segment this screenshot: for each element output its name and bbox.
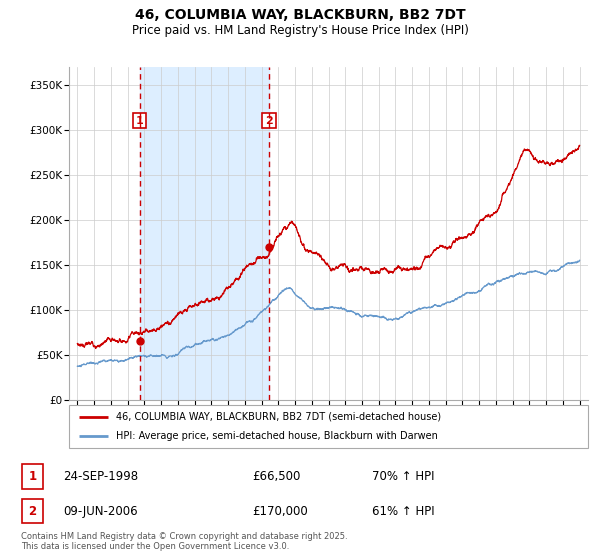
Text: £66,500: £66,500 bbox=[252, 470, 301, 483]
FancyBboxPatch shape bbox=[22, 464, 43, 489]
Text: 1: 1 bbox=[136, 115, 143, 125]
FancyBboxPatch shape bbox=[69, 405, 588, 448]
Text: 2: 2 bbox=[28, 505, 37, 518]
FancyBboxPatch shape bbox=[22, 499, 43, 524]
Text: 61% ↑ HPI: 61% ↑ HPI bbox=[372, 505, 434, 518]
Text: £170,000: £170,000 bbox=[252, 505, 308, 518]
Text: 09-JUN-2006: 09-JUN-2006 bbox=[63, 505, 137, 518]
Text: 1: 1 bbox=[28, 470, 37, 483]
Text: Contains HM Land Registry data © Crown copyright and database right 2025.
This d: Contains HM Land Registry data © Crown c… bbox=[21, 532, 347, 552]
Text: HPI: Average price, semi-detached house, Blackburn with Darwen: HPI: Average price, semi-detached house,… bbox=[116, 431, 437, 441]
Text: 2: 2 bbox=[265, 115, 273, 125]
Text: 46, COLUMBIA WAY, BLACKBURN, BB2 7DT (semi-detached house): 46, COLUMBIA WAY, BLACKBURN, BB2 7DT (se… bbox=[116, 412, 441, 422]
Text: 24-SEP-1998: 24-SEP-1998 bbox=[63, 470, 138, 483]
Text: 70% ↑ HPI: 70% ↑ HPI bbox=[372, 470, 434, 483]
Bar bbox=[140, 67, 269, 400]
Text: Price paid vs. HM Land Registry's House Price Index (HPI): Price paid vs. HM Land Registry's House … bbox=[131, 24, 469, 36]
Text: 46, COLUMBIA WAY, BLACKBURN, BB2 7DT: 46, COLUMBIA WAY, BLACKBURN, BB2 7DT bbox=[134, 8, 466, 22]
